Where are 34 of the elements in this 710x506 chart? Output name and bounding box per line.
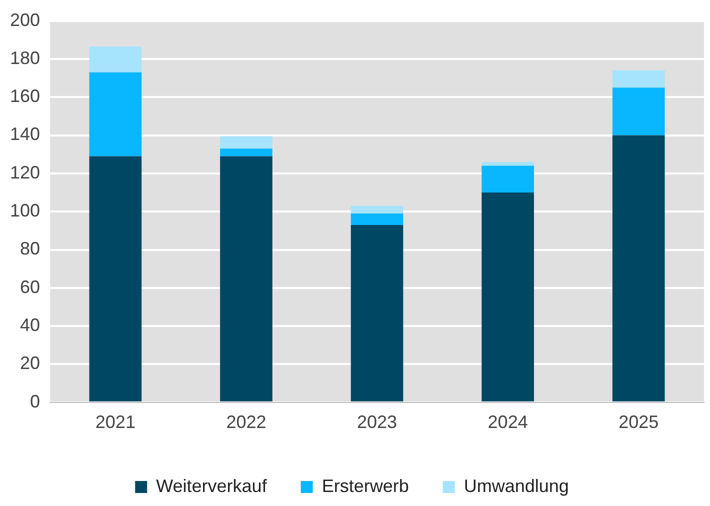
bar bbox=[350, 224, 404, 402]
y-tick-label: 200 bbox=[10, 10, 40, 30]
bar bbox=[220, 136, 272, 149]
bar bbox=[482, 192, 534, 402]
y-tick-label: 40 bbox=[20, 315, 40, 336]
y-tick-label: 80 bbox=[20, 238, 40, 259]
bar bbox=[350, 214, 404, 225]
legend-label: Weiterverkauf bbox=[156, 476, 268, 496]
y-tick-label: 140 bbox=[10, 124, 40, 144]
bar bbox=[350, 206, 404, 214]
bar bbox=[89, 72, 142, 156]
legend-label: Ersterwerb bbox=[322, 476, 409, 496]
y-tick-label: 0 bbox=[30, 391, 40, 412]
bar bbox=[220, 148, 272, 156]
y-tick-label: 180 bbox=[10, 48, 40, 68]
legend-label: Umwandlung bbox=[464, 476, 569, 496]
bar bbox=[612, 88, 665, 136]
bar bbox=[612, 70, 665, 88]
y-tick-label: 60 bbox=[20, 276, 40, 297]
x-tick-label: 2023 bbox=[356, 412, 398, 432]
bar bbox=[89, 46, 142, 72]
y-tick-label: 120 bbox=[10, 162, 40, 182]
bar bbox=[89, 156, 142, 402]
y-tick-label: 160 bbox=[10, 86, 40, 106]
x-tick-label: 2025 bbox=[618, 412, 659, 432]
y-tick-label: 100 bbox=[10, 200, 40, 221]
bar bbox=[612, 135, 665, 402]
x-tick-label: 2022 bbox=[226, 412, 266, 432]
x-tick-label: 2024 bbox=[488, 412, 528, 432]
bar bbox=[482, 166, 534, 193]
x-tick-label: 2021 bbox=[95, 412, 136, 432]
y-tick-label: 20 bbox=[20, 353, 40, 374]
bar bbox=[482, 162, 534, 166]
bar bbox=[220, 156, 272, 402]
